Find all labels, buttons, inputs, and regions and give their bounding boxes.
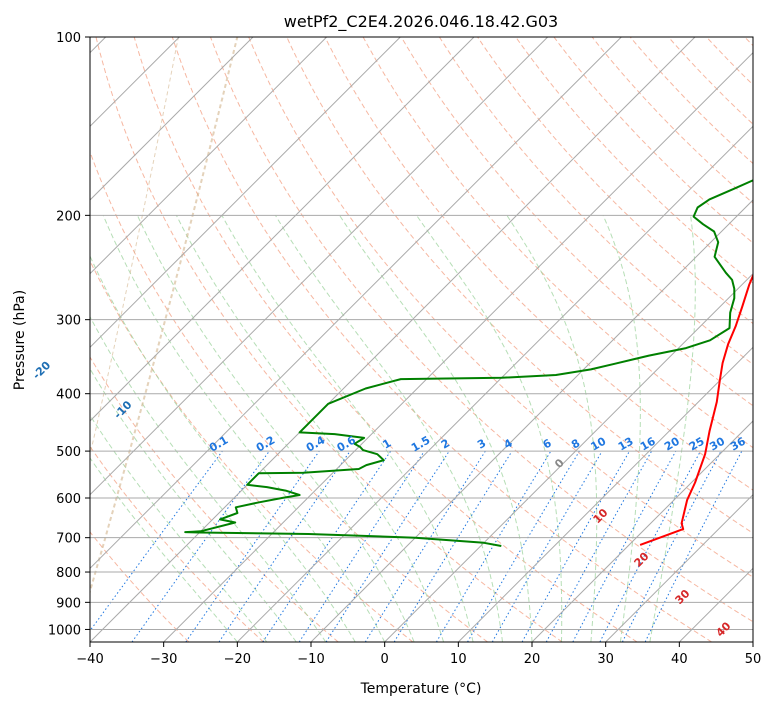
- mixing-ratio-line: [364, 450, 486, 642]
- isotherm: [90, 37, 622, 570]
- mixing-ratio-line: [218, 450, 351, 642]
- moist-adiabat: [90, 414, 268, 642]
- isotherm: [457, 346, 753, 642]
- y-axis-label: Pressure (hPa): [12, 290, 28, 390]
- moist-adiabat: [90, 367, 297, 642]
- y-axis: 100 200 300 400 500 600 700 800 900 1000: [48, 31, 90, 638]
- mixing-ratio-line: [572, 450, 677, 642]
- dry-adiabat: [286, 37, 753, 534]
- tan-isoline: [90, 37, 179, 458]
- mixing-ratio-line: [393, 450, 513, 642]
- y-tick-label: 500: [56, 445, 81, 460]
- moist-adiabat: [90, 457, 238, 642]
- plot-frame: [89, 36, 754, 643]
- dry-adiabat: [95, 37, 563, 642]
- moist-adiabat: [175, 215, 445, 642]
- isotherm: [236, 125, 753, 642]
- dry-adiabat: [90, 259, 414, 642]
- isotherm: [90, 37, 696, 642]
- dry-adiabat: [553, 37, 753, 244]
- moist-adiabat: [339, 215, 533, 642]
- isotherm: [90, 37, 328, 275]
- mixing-ratio-line: [435, 450, 552, 642]
- dry-adiabat: [133, 37, 638, 642]
- dry-adiabat: [248, 37, 753, 578]
- sounding-lines: [184, 179, 753, 547]
- dry-adiabat: [324, 37, 753, 491]
- temperature-line: [639, 273, 753, 546]
- x-tick-label: 20: [524, 652, 541, 667]
- y-tick-label: 400: [56, 388, 81, 403]
- x-axis: −40 −30 −20 −10 0 10 20 30 40 50: [76, 642, 761, 667]
- isotherm: [384, 272, 753, 642]
- x-axis-label: Temperature (°C): [360, 681, 482, 697]
- x-tick-label: −30: [150, 652, 177, 667]
- moist-adiabat: [649, 215, 696, 642]
- x-tick-label: −20: [224, 652, 251, 667]
- moist-adiabat: [90, 315, 327, 642]
- dry-adiabat: [400, 37, 753, 407]
- moist-adiabat: [416, 215, 563, 642]
- y-tick-label: 1000: [48, 623, 81, 638]
- dry-adiabat: [90, 356, 339, 642]
- dry-adiabat: [90, 531, 190, 642]
- y-tick-label: 900: [56, 596, 81, 611]
- isotherm: [531, 420, 753, 642]
- moist-adiabat: [602, 215, 641, 642]
- plot-area: [90, 37, 753, 642]
- chart-title: wetPf2_C2E4.2026.046.18.42.G03: [284, 12, 558, 32]
- isotherm: [90, 37, 401, 349]
- moist-adiabat: [90, 254, 356, 642]
- dry-adiabat: [438, 37, 753, 366]
- dry-adiabat: [477, 37, 753, 325]
- y-tick-label: 700: [56, 532, 81, 547]
- dewpoint-line: [184, 179, 753, 547]
- mixing-ratio-line: [467, 450, 580, 642]
- x-tick-label: 50: [745, 652, 762, 667]
- dry-adiabat: [90, 150, 488, 642]
- y-tick-label: 300: [56, 314, 81, 329]
- moist-adiabat: [102, 215, 386, 642]
- mixing-ratio-line: [90, 450, 223, 632]
- x-tick-label: 40: [671, 652, 688, 667]
- dry-adiabat: [171, 37, 712, 642]
- dry-adiabat: [210, 37, 753, 623]
- y-tick-label: 600: [56, 492, 81, 507]
- isotherm: [310, 199, 753, 642]
- x-tick-label: 30: [597, 652, 614, 667]
- y-tick-label: 100: [56, 31, 81, 46]
- mixing-ratio-line: [491, 450, 603, 642]
- x-tick-label: 0: [381, 652, 389, 667]
- moist-adiabat: [506, 215, 598, 642]
- mixing-ratio-line: [185, 450, 320, 642]
- x-tick-label: −10: [297, 652, 324, 667]
- y-tick-label: 200: [56, 209, 81, 224]
- mixing-ratio-line: [521, 450, 630, 642]
- x-tick-label: 10: [450, 652, 467, 667]
- isotherm: [90, 37, 254, 201]
- mixing-ratio-line: [325, 450, 450, 642]
- moist-adiabat: [274, 215, 503, 642]
- y-tick-label: 800: [56, 566, 81, 581]
- mixing-ratio-line: [131, 450, 270, 642]
- isotherm: [90, 37, 549, 496]
- isotherm: [90, 37, 475, 422]
- dry-adiabat: [591, 37, 753, 204]
- x-tick-label: −40: [76, 652, 103, 667]
- moist-adiabat: [136, 215, 415, 642]
- isotherm: [605, 493, 753, 642]
- isotherm: [163, 51, 753, 642]
